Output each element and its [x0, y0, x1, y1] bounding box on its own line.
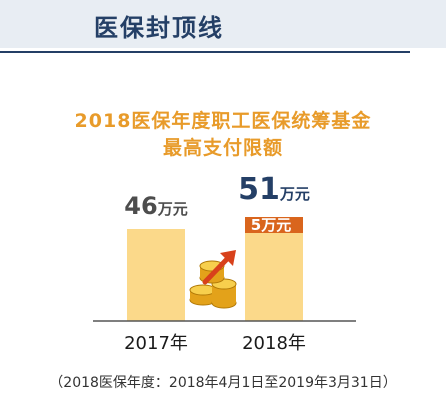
header-band	[0, 0, 446, 48]
coins-arrow-icon	[189, 250, 237, 309]
header-divider	[0, 51, 410, 53]
increase-label: 5万元	[251, 216, 291, 234]
bar-value-2017: 46万元	[124, 192, 187, 220]
x-tick-label-2017: 2017年	[124, 333, 188, 354]
footnote: （2018医保年度：2018年4月1日至2019年3月31日）	[49, 375, 397, 391]
bar-value-2018: 51万元	[238, 172, 310, 207]
x-tick-label-2018: 2018年	[242, 333, 306, 354]
bar-2017	[127, 229, 185, 321]
increase-segment	[245, 217, 303, 233]
bar-value-unit: 万元	[279, 185, 310, 203]
bar-value-unit: 万元	[157, 200, 188, 218]
chart-title-line1: 2018医保年度职工医保统筹基金	[74, 110, 372, 132]
page-title: 医保封顶线	[94, 14, 224, 42]
bar-2018	[245, 219, 303, 321]
bar-value-number: 51	[238, 172, 280, 207]
bar-value-number: 46	[124, 192, 157, 220]
chart-title-line2: 最高支付限额	[162, 137, 283, 159]
